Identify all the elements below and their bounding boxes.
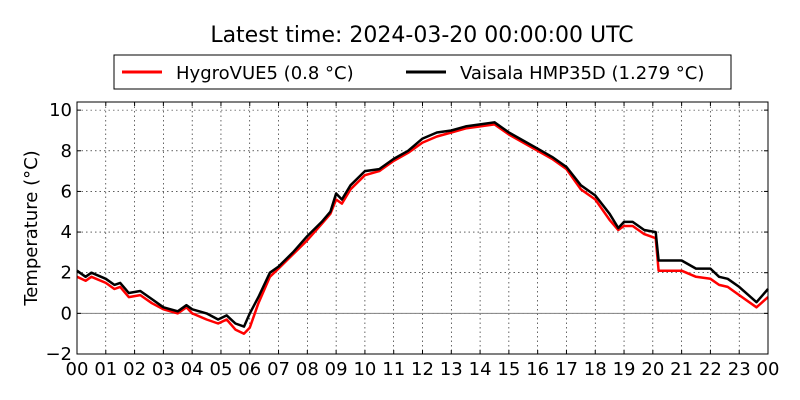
series-group bbox=[76, 121, 769, 335]
x-tick-label: 13 bbox=[440, 359, 463, 380]
x-tick-label: 14 bbox=[469, 359, 492, 380]
x-tick-label: 00 bbox=[66, 359, 89, 380]
x-tick-label: 21 bbox=[670, 359, 693, 380]
x-tick-label: 23 bbox=[728, 359, 751, 380]
y-axis: −2 0 2 4 6 8 10 bbox=[45, 100, 768, 365]
y-tick-label: 8 bbox=[61, 141, 72, 162]
x-tick-label: 08 bbox=[296, 359, 319, 380]
x-tick-label: 04 bbox=[181, 359, 204, 380]
y-tick-label: 10 bbox=[49, 100, 72, 121]
x-tick-label: 00 bbox=[757, 359, 780, 380]
x-tick-label: 19 bbox=[613, 359, 636, 380]
x-tick-label: 20 bbox=[641, 359, 664, 380]
legend-label-vaisala: Vaisala HMP35D (1.279 °C) bbox=[460, 63, 704, 84]
x-tick-label: 01 bbox=[94, 359, 117, 380]
x-tick-label: 18 bbox=[584, 359, 607, 380]
legend: HygroVUE5 (0.8 °C) Vaisala HMP35D (1.279… bbox=[113, 54, 732, 90]
x-tick-label: 17 bbox=[555, 359, 578, 380]
series-line-vaisala bbox=[76, 121, 769, 328]
x-tick-label: 02 bbox=[123, 359, 146, 380]
x-tick-label: 22 bbox=[699, 359, 722, 380]
x-axis: 00 01 02 03 04 05 06 07 08 09 10 11 12 13 14 15 16 17 18 19… bbox=[66, 102, 780, 380]
x-tick-label: 05 bbox=[210, 359, 233, 380]
x-tick-label: 15 bbox=[497, 359, 520, 380]
x-tick-label: 12 bbox=[411, 359, 434, 380]
x-tick-label: 09 bbox=[325, 359, 348, 380]
x-tick-label: 06 bbox=[238, 359, 261, 380]
x-tick-label: 03 bbox=[152, 359, 175, 380]
x-tick-label: 11 bbox=[382, 359, 405, 380]
x-tick-label: 10 bbox=[353, 359, 376, 380]
x-tick-label: 07 bbox=[267, 359, 290, 380]
y-tick-label: 4 bbox=[61, 222, 72, 243]
chart-title: Latest time: 2024-03-20 00:00:00 UTC bbox=[210, 23, 633, 48]
x-tick-label: 16 bbox=[526, 359, 549, 380]
y-tick-label: 6 bbox=[61, 181, 72, 202]
y-axis-label: Temperature (°C) bbox=[21, 150, 42, 306]
y-tick-label: 0 bbox=[61, 303, 72, 324]
y-tick-label: 2 bbox=[61, 263, 72, 284]
series-line-hygrovue5 bbox=[76, 123, 769, 335]
y-tick-label: −2 bbox=[45, 344, 72, 365]
legend-label-hygrovue5: HygroVUE5 (0.8 °C) bbox=[176, 63, 354, 84]
